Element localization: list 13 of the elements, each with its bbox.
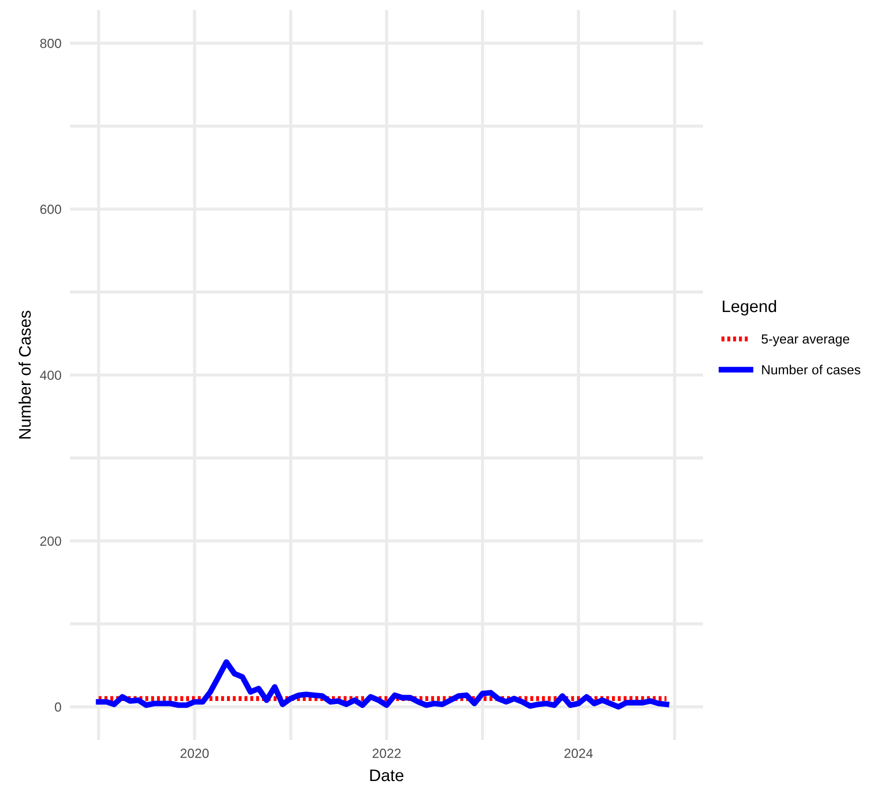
x-axis-title: Date <box>370 770 404 782</box>
y-tick-label: 0 <box>54 702 62 712</box>
x-tick-label: 2024 <box>564 748 593 758</box>
y-tick-label: 400 <box>40 370 62 380</box>
x-tick-label: 2020 <box>180 748 209 758</box>
y-tick-label: 800 <box>40 38 62 48</box>
legend-label: Number of cases <box>762 364 860 374</box>
legend-label: 5-year average <box>762 334 850 346</box>
legend-title: Legend <box>722 300 776 316</box>
y-tick-label: 200 <box>40 536 62 546</box>
x-tick-label: 2022 <box>372 748 401 758</box>
y-tick-label: 600 <box>40 204 62 214</box>
y-axis-title: Number of Cases <box>18 310 31 438</box>
